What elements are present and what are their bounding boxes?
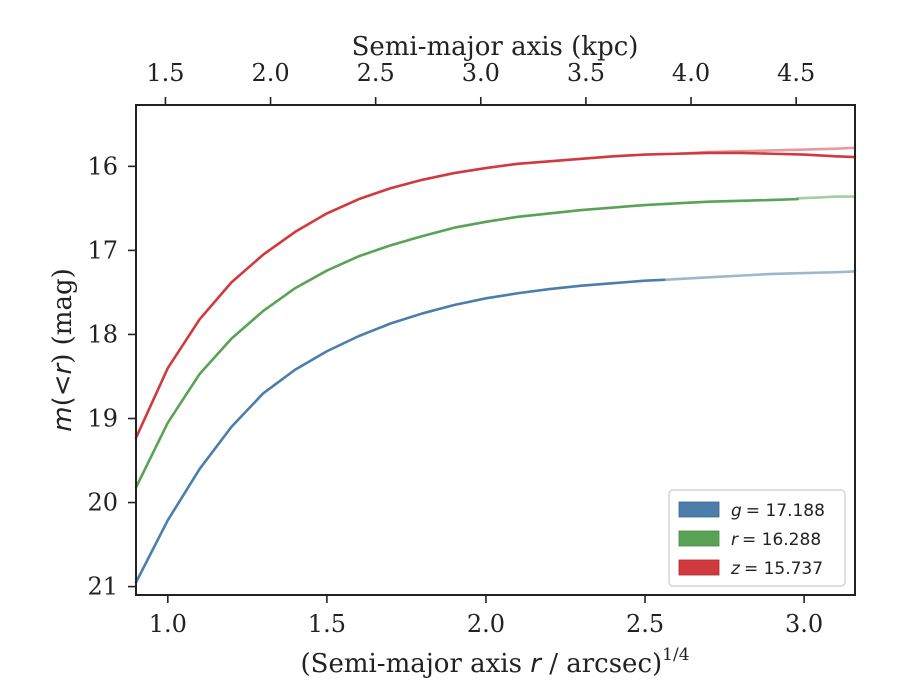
legend-item-g: g = 17.188 [678, 501, 825, 521]
legend-swatch-r [678, 530, 720, 547]
series-z-line [134, 151, 857, 440]
series-g-extrapolation-line [662, 270, 857, 282]
x-tick-label: 2.5 [626, 610, 664, 638]
x-tick-label: 2.0 [467, 610, 505, 638]
plot-frame [135, 104, 856, 596]
y-tick-label: 20 [87, 489, 118, 517]
top-axis-ticks: 1.5 2.0 2.5 3.0 3.5 4.0 4.5 [146, 59, 815, 105]
legend-swatch-z [678, 559, 720, 576]
x-tick-label: 1.5 [308, 610, 346, 638]
y-tick-label: 16 [87, 152, 118, 180]
top-tick-label: 2.5 [357, 59, 395, 87]
y-tick-label: 17 [87, 236, 118, 264]
y-axis-ticks: 16 17 18 19 20 21 [87, 152, 136, 601]
x-axis-ticks: 1.0 1.5 2.0 2.5 3.0 [149, 595, 823, 638]
legend-swatch-g [678, 501, 720, 518]
x-axis-title: (Semi-major axis r / arcsec)1/4 [300, 645, 689, 679]
top-tick-label: 2.0 [251, 59, 289, 87]
series-r-line [134, 197, 800, 489]
x-tick-label: 1.0 [149, 610, 187, 638]
y-tick-label: 21 [87, 573, 118, 601]
top-tick-label: 3.0 [462, 59, 500, 87]
top-tick-label: 4.5 [777, 59, 815, 87]
legend-label-g: g = 17.188 [731, 501, 825, 521]
top-tick-label: 4.0 [672, 59, 710, 87]
y-tick-label: 18 [87, 320, 118, 348]
y-axis-title: m(<r) (mag) [48, 268, 78, 431]
legend: g = 17.188 r = 16.288 z = 15.737 [668, 489, 846, 587]
y-tick-label: 19 [87, 404, 118, 432]
series-g-line [134, 278, 666, 584]
legend-item-r: r = 16.288 [678, 530, 821, 550]
legend-label-r: r = 16.288 [731, 530, 821, 550]
top-tick-label: 3.5 [567, 59, 605, 87]
legend-item-z: z = 15.737 [678, 559, 823, 579]
series-layer [134, 146, 857, 584]
top-axis-title: Semi-major axis (kpc) [352, 32, 639, 62]
legend-label-z: z = 15.737 [730, 559, 823, 579]
x-tick-label: 3.0 [785, 610, 823, 638]
series-r-extrapolation-line [796, 195, 857, 200]
top-tick-label: 1.5 [146, 59, 184, 87]
